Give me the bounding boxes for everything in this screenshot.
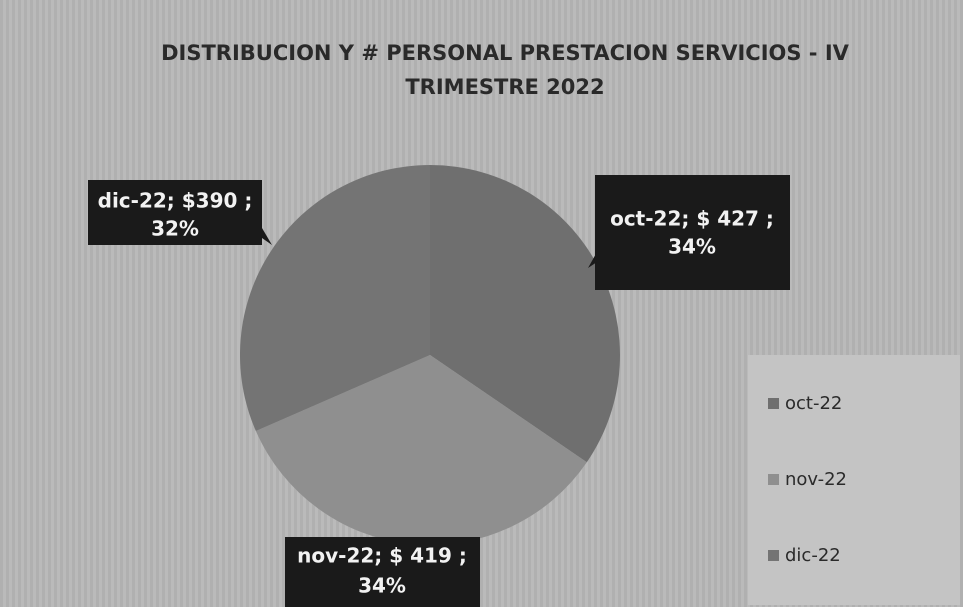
data-label: oct-22; $ 427 ; [610, 207, 774, 231]
pie-slice [255, 355, 587, 546]
legend-swatch [768, 398, 779, 409]
legend-label: nov-22 [785, 469, 847, 490]
legend-box [748, 355, 960, 605]
legend-swatch [768, 550, 779, 561]
pie-slice [239, 165, 430, 432]
pie-slice [430, 165, 621, 463]
data-label-box [88, 180, 262, 245]
data-label: 34% [668, 235, 716, 259]
data-label: dic-22; $390 ; [98, 189, 253, 213]
data-label-box [595, 175, 790, 290]
data-label-pointer [588, 252, 597, 268]
chart-title: TRIMESTRE 2022 [405, 75, 604, 99]
data-label: 34% [358, 574, 406, 598]
data-label-pointer [262, 228, 272, 245]
legend-label: oct-22 [785, 393, 842, 414]
legend-label: dic-22 [785, 545, 841, 566]
data-label: nov-22; $ 419 ; [297, 544, 467, 568]
legend-swatch [768, 474, 779, 485]
data-label-box [285, 537, 480, 607]
data-label: 32% [151, 217, 199, 241]
chart-title: DISTRIBUCION Y # PERSONAL PRESTACION SER… [161, 41, 850, 65]
